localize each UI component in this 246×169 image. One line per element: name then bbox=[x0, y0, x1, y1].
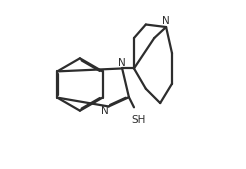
Text: N: N bbox=[118, 58, 126, 68]
Text: SH: SH bbox=[132, 115, 146, 125]
Text: N: N bbox=[101, 106, 108, 116]
Text: N: N bbox=[162, 16, 170, 26]
